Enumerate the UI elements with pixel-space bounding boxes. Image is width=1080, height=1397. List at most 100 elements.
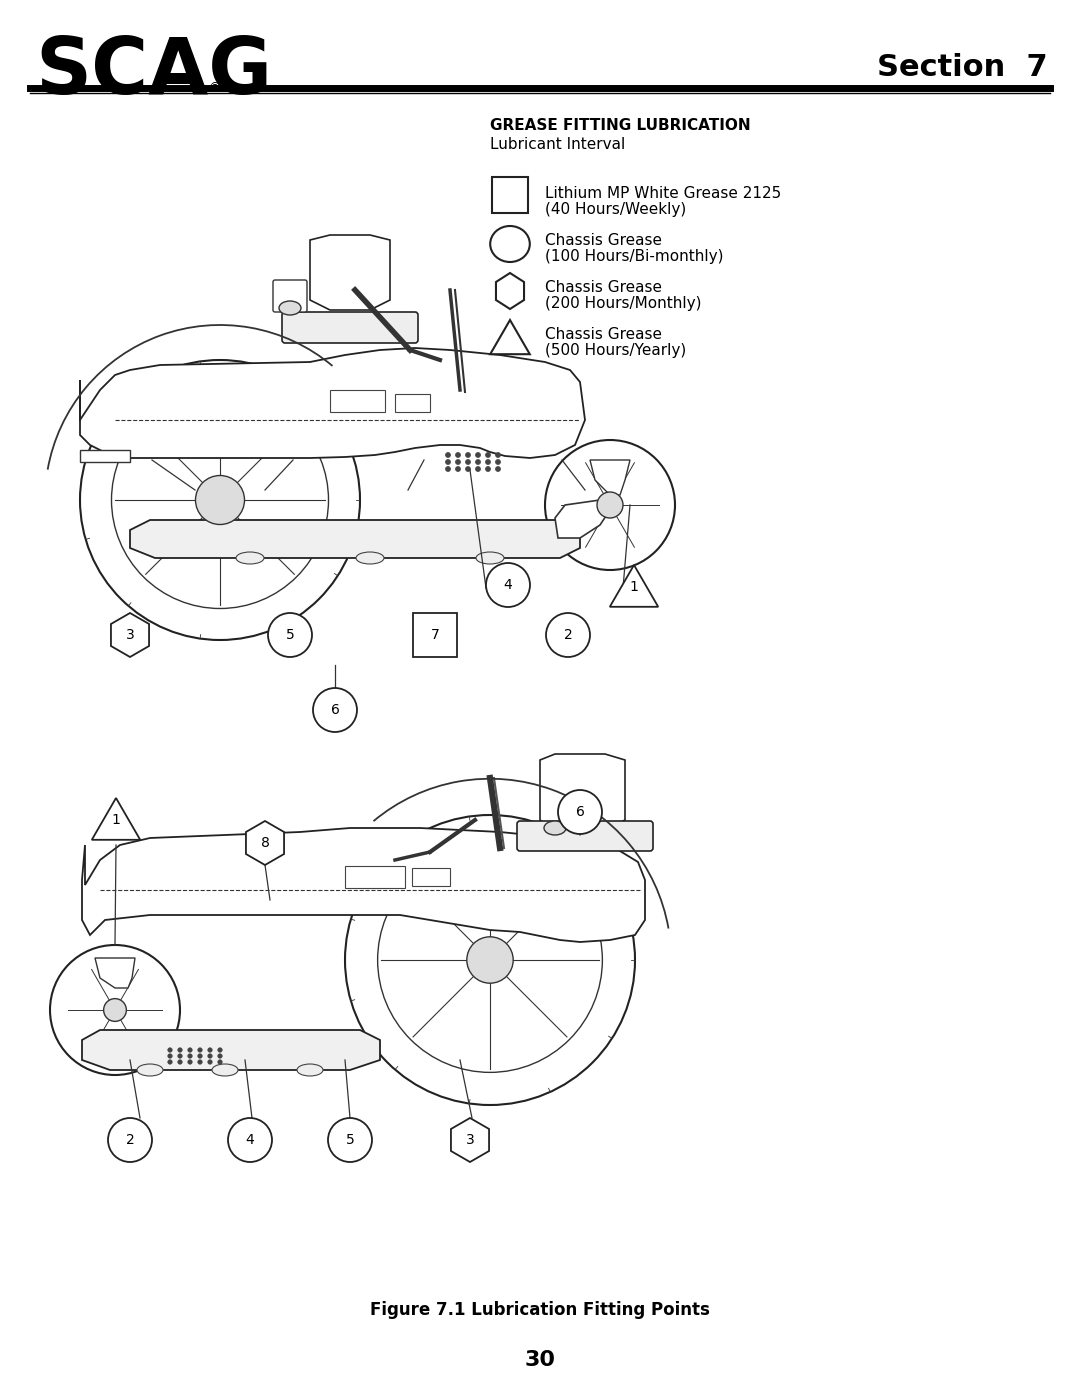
Text: 6: 6: [576, 805, 584, 819]
Bar: [492, 177, 528, 212]
Polygon shape: [95, 958, 135, 988]
Text: Lubricant Interval: Lubricant Interval: [490, 137, 625, 152]
Polygon shape: [496, 272, 524, 309]
Bar: [330, 390, 384, 412]
FancyBboxPatch shape: [273, 279, 307, 312]
Ellipse shape: [50, 944, 180, 1076]
Text: (40 Hours/Weekly): (40 Hours/Weekly): [545, 203, 686, 217]
Ellipse shape: [108, 1118, 152, 1162]
Ellipse shape: [345, 814, 635, 1105]
Text: Section  7: Section 7: [877, 53, 1048, 82]
Text: (200 Hours/Monthly): (200 Hours/Monthly): [545, 296, 702, 312]
Text: 4: 4: [503, 578, 512, 592]
Ellipse shape: [378, 848, 603, 1073]
FancyBboxPatch shape: [282, 312, 418, 344]
Circle shape: [465, 460, 471, 464]
Circle shape: [167, 1048, 172, 1052]
Bar: [80, 450, 130, 462]
Circle shape: [218, 1048, 222, 1052]
Text: GREASE FITTING LUBRICATION: GREASE FITTING LUBRICATION: [490, 117, 751, 133]
Ellipse shape: [212, 1065, 238, 1076]
Circle shape: [465, 453, 471, 457]
Polygon shape: [82, 828, 645, 942]
Polygon shape: [80, 348, 585, 458]
Circle shape: [188, 1048, 192, 1052]
Ellipse shape: [268, 613, 312, 657]
Polygon shape: [610, 564, 658, 606]
Ellipse shape: [137, 1065, 163, 1076]
Circle shape: [465, 467, 471, 472]
Ellipse shape: [544, 821, 566, 835]
Text: 8: 8: [260, 835, 269, 849]
Circle shape: [178, 1048, 183, 1052]
Text: Figure 7.1 Lubrication Fitting Points: Figure 7.1 Lubrication Fitting Points: [370, 1301, 710, 1319]
Text: SCAG: SCAG: [35, 34, 272, 110]
Circle shape: [456, 460, 460, 464]
Circle shape: [167, 1053, 172, 1058]
Polygon shape: [92, 798, 140, 840]
Circle shape: [475, 460, 481, 464]
Bar: [345, 866, 405, 888]
Ellipse shape: [228, 1118, 272, 1162]
Circle shape: [446, 453, 450, 457]
Circle shape: [207, 1048, 212, 1052]
Circle shape: [486, 460, 490, 464]
Polygon shape: [111, 613, 149, 657]
Circle shape: [188, 1060, 192, 1065]
Circle shape: [178, 1060, 183, 1065]
Text: Chassis Grease: Chassis Grease: [545, 327, 662, 342]
Circle shape: [486, 453, 490, 457]
Text: 4: 4: [245, 1133, 255, 1147]
Circle shape: [178, 1053, 183, 1058]
Ellipse shape: [195, 475, 244, 524]
Circle shape: [496, 467, 500, 472]
Ellipse shape: [237, 552, 264, 564]
Circle shape: [188, 1053, 192, 1058]
Polygon shape: [555, 500, 610, 538]
Circle shape: [218, 1060, 222, 1065]
Circle shape: [207, 1060, 212, 1065]
Polygon shape: [246, 821, 284, 865]
Text: 3: 3: [465, 1133, 474, 1147]
Circle shape: [486, 467, 490, 472]
Ellipse shape: [486, 563, 530, 608]
Polygon shape: [540, 754, 625, 830]
Polygon shape: [82, 1030, 380, 1070]
FancyBboxPatch shape: [517, 821, 653, 851]
Circle shape: [475, 453, 481, 457]
Text: (100 Hours/Bi-monthly): (100 Hours/Bi-monthly): [545, 249, 724, 264]
Circle shape: [167, 1060, 172, 1065]
Circle shape: [198, 1048, 202, 1052]
Ellipse shape: [545, 440, 675, 570]
Ellipse shape: [313, 687, 357, 732]
Polygon shape: [490, 320, 530, 355]
Ellipse shape: [476, 552, 504, 564]
Circle shape: [198, 1053, 202, 1058]
Circle shape: [496, 453, 500, 457]
Text: 1: 1: [630, 580, 638, 594]
Ellipse shape: [597, 492, 623, 518]
Text: 2: 2: [564, 629, 572, 643]
Ellipse shape: [111, 391, 328, 609]
Bar: [411, 868, 450, 886]
Circle shape: [456, 453, 460, 457]
Circle shape: [198, 1060, 202, 1065]
Circle shape: [446, 460, 450, 464]
Ellipse shape: [356, 552, 384, 564]
Circle shape: [456, 467, 460, 472]
Text: Chassis Grease: Chassis Grease: [545, 233, 662, 249]
Polygon shape: [451, 1118, 489, 1162]
Text: 2: 2: [125, 1133, 134, 1147]
Bar: [395, 394, 430, 412]
Text: Chassis Grease: Chassis Grease: [545, 279, 662, 295]
Text: (500 Hours/Yearly): (500 Hours/Yearly): [545, 344, 686, 358]
Circle shape: [446, 467, 450, 472]
Polygon shape: [590, 460, 630, 495]
Text: 3: 3: [125, 629, 134, 643]
Ellipse shape: [328, 1118, 372, 1162]
Circle shape: [207, 1053, 212, 1058]
Ellipse shape: [546, 613, 590, 657]
Text: 5: 5: [346, 1133, 354, 1147]
Ellipse shape: [104, 999, 126, 1021]
Ellipse shape: [467, 937, 513, 983]
